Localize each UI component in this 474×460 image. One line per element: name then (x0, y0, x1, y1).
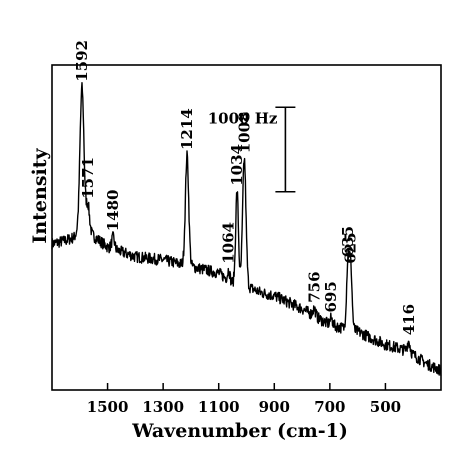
x-axis-ticks: 1500 1300 1100 900 700 500 (87, 383, 401, 416)
peak-label-756: 756 (305, 271, 323, 302)
x-axis-title: Wavenumber (cm-1) (131, 420, 348, 442)
x-tick-label: 1300 (142, 398, 184, 416)
x-tick-label: 1500 (87, 398, 129, 416)
scale-bar-label: 1000 Hz (208, 109, 278, 127)
x-tick-label: 900 (259, 398, 290, 416)
plot-frame (51, 64, 442, 391)
x-tick-label: 500 (370, 398, 401, 416)
peak-label-1034: 1034 (228, 144, 246, 186)
peak-label-1008: 1008 (235, 111, 253, 153)
peak-label-1571: 1571 (79, 157, 97, 199)
peak-label-416: 416 (400, 304, 418, 335)
x-tick-label: 1100 (198, 398, 240, 416)
scale-bar: 1000 Hz (208, 106, 296, 193)
peak-label-1214: 1214 (178, 108, 196, 150)
peak-label-625: 625 (342, 232, 360, 263)
peak-label-1592: 1592 (73, 40, 91, 82)
peak-label-695: 695 (322, 281, 340, 312)
peak-label-1064: 1064 (220, 222, 238, 264)
x-tick-label: 700 (314, 398, 345, 416)
y-axis-title: Intensity (29, 147, 51, 243)
peak-label-1480: 1480 (104, 190, 122, 232)
spectrum-line (51, 82, 442, 376)
peak-label-635: 635 (339, 226, 357, 257)
